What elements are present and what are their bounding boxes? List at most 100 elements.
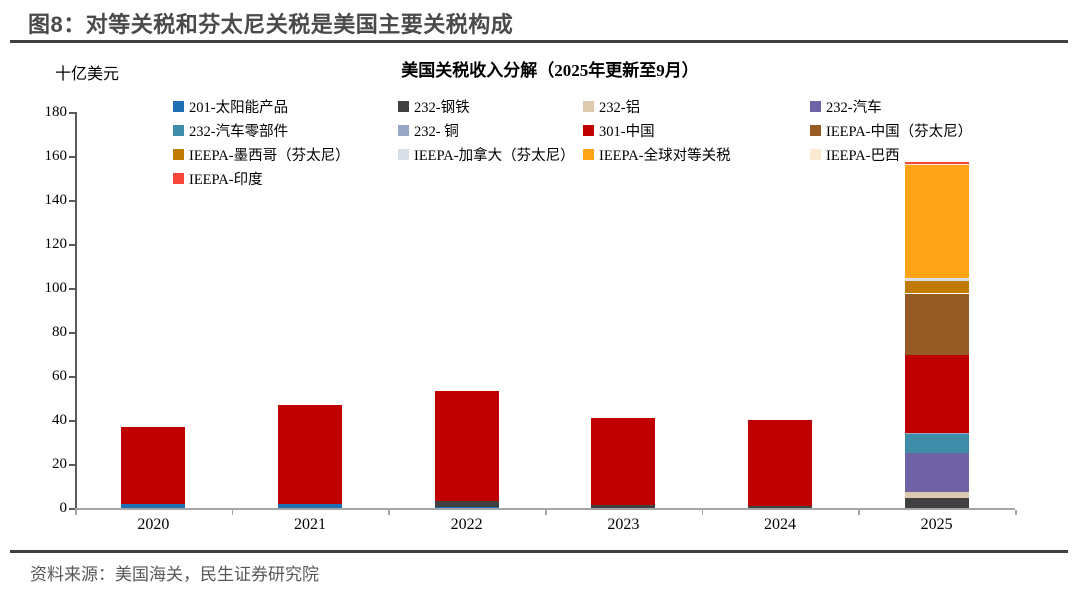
- chart-title: 美国关税收入分解（2025年更新至9月）: [401, 61, 699, 80]
- y-tick-label: 40: [52, 412, 67, 428]
- bar-segment: [904, 281, 969, 294]
- legend-swatch-icon: [173, 124, 184, 136]
- legend-swatch-icon: [583, 148, 594, 160]
- legend-item: 232-汽车零部件: [173, 120, 398, 141]
- bar-segment: [434, 391, 499, 502]
- legend-swatch-icon: [810, 100, 821, 112]
- x-tick-label: 2021: [294, 516, 326, 533]
- bar-segment: [904, 498, 969, 508]
- legend-label: IEEPA-墨西哥（芬太尼）: [189, 147, 350, 164]
- bar-segment: [121, 426, 186, 504]
- y-tick-mark: [69, 376, 75, 378]
- y-tick-label: 0: [59, 500, 68, 516]
- legend-label: IEEPA-印度: [189, 171, 263, 188]
- y-tick-label: 20: [52, 456, 67, 472]
- tariff-chart: 十亿美元 美国关税收入分解（2025年更新至9月） 201-太阳能产品 232-钢…: [0, 46, 1080, 546]
- legend-label: IEEPA-中国（芬太尼）: [826, 123, 973, 140]
- header-divider: [10, 40, 1068, 43]
- legend-label: 232- 铜: [414, 123, 459, 140]
- legend-label: 301-中国: [599, 123, 655, 140]
- bar-segment: [904, 278, 969, 282]
- legend-item: 232- 铜: [398, 120, 583, 141]
- bar-segment: [904, 491, 969, 499]
- x-boundary-tick: [75, 510, 77, 515]
- y-tick-mark: [69, 464, 75, 466]
- bar-segment: [904, 453, 969, 492]
- legend-swatch-icon: [583, 124, 594, 136]
- bar-segment: [904, 161, 969, 164]
- bar-segment: [278, 404, 342, 504]
- bar-segment: [904, 355, 969, 434]
- source-note: 资料来源：美国海关，民生证券研究院: [30, 565, 319, 584]
- y-tick-mark: [69, 332, 75, 334]
- legend-label: IEEPA-全球对等关税: [599, 147, 731, 164]
- y-tick-label: 80: [52, 324, 67, 340]
- legend-item: IEEPA-加拿大（芬太尼）: [398, 144, 583, 165]
- x-boundary-tick: [701, 510, 704, 515]
- bar-segment: [748, 505, 812, 508]
- x-boundary-tick: [231, 510, 234, 515]
- y-tick-label: 160: [44, 148, 68, 164]
- legend-item: IEEPA-印度: [173, 168, 398, 189]
- legend-item: 232-钢铁: [398, 96, 583, 117]
- y-tick-label: 180: [44, 104, 68, 120]
- legend-label: 232-铝: [599, 99, 641, 116]
- legend-swatch-icon: [583, 100, 594, 112]
- bar-segment: [904, 293, 969, 356]
- legend-label: 232-汽车零部件: [189, 123, 289, 140]
- x-tick-label: 2024: [764, 516, 796, 533]
- y-tick-label: 120: [44, 236, 68, 252]
- y-tick-mark: [69, 288, 75, 290]
- legend-swatch-icon: [173, 100, 184, 112]
- bar-segment: [904, 164, 969, 279]
- footer-divider: [10, 550, 1068, 553]
- y-tick-label: 140: [44, 192, 68, 208]
- bar-segment: [904, 434, 969, 453]
- legend-item: 201-太阳能产品: [173, 96, 398, 117]
- x-tick-label: 2022: [450, 516, 483, 533]
- y-tick-label: 60: [52, 368, 67, 384]
- x-axis: [75, 508, 1015, 510]
- legend-label: 232-钢铁: [414, 99, 470, 116]
- legend-swatch-icon: [398, 100, 409, 112]
- y-tick-mark: [69, 156, 75, 158]
- x-tick-label: 2025: [920, 516, 953, 533]
- legend-swatch-icon: [398, 148, 409, 160]
- bar-segment: [278, 503, 342, 508]
- legend-item: 301-中国: [583, 120, 810, 141]
- x-tick-label: 2023: [607, 516, 640, 533]
- x-boundary-tick: [388, 510, 390, 515]
- legend-item: 232-铝: [583, 96, 810, 117]
- legend-item: IEEPA-墨西哥（芬太尼）: [173, 144, 398, 165]
- legend-item: 232-汽车: [810, 96, 1063, 117]
- y-tick-mark: [69, 200, 75, 202]
- legend-label: 232-汽车: [826, 99, 882, 116]
- y-tick-mark: [69, 112, 75, 114]
- legend-item: IEEPA-全球对等关税: [583, 144, 810, 165]
- bar-segment: [591, 504, 656, 508]
- bar-segment: [434, 506, 499, 508]
- y-tick-mark: [69, 420, 75, 422]
- y-tick-mark: [69, 244, 75, 246]
- bar-segment: [434, 501, 499, 507]
- x-boundary-tick: [545, 510, 547, 515]
- bar-segment: [904, 433, 969, 435]
- y-tick-label: 100: [44, 280, 68, 296]
- legend-swatch-icon: [398, 124, 409, 136]
- x-boundary-tick: [1015, 510, 1017, 515]
- x-tick-label: 2020: [137, 516, 170, 533]
- legend-swatch-icon: [810, 148, 821, 160]
- y-tick-mark: [69, 508, 75, 510]
- y-axis-unit-label: 十亿美元: [55, 66, 120, 83]
- legend-swatch-icon: [173, 148, 184, 160]
- x-boundary-tick: [858, 510, 860, 515]
- legend-label: IEEPA-加拿大（芬太尼）: [414, 147, 575, 164]
- legend-item: IEEPA-巴西: [810, 144, 1063, 165]
- legend-item: IEEPA-中国（芬太尼）: [810, 120, 1063, 141]
- legend-swatch-icon: [810, 124, 821, 136]
- bar-segment: [121, 503, 186, 508]
- legend-label: IEEPA-巴西: [826, 147, 900, 164]
- figure-title: 图8：对等关税和芬太尼关税是美国主要关税构成: [28, 12, 514, 37]
- bar-segment: [591, 417, 656, 505]
- legend-label: 201-太阳能产品: [189, 99, 289, 116]
